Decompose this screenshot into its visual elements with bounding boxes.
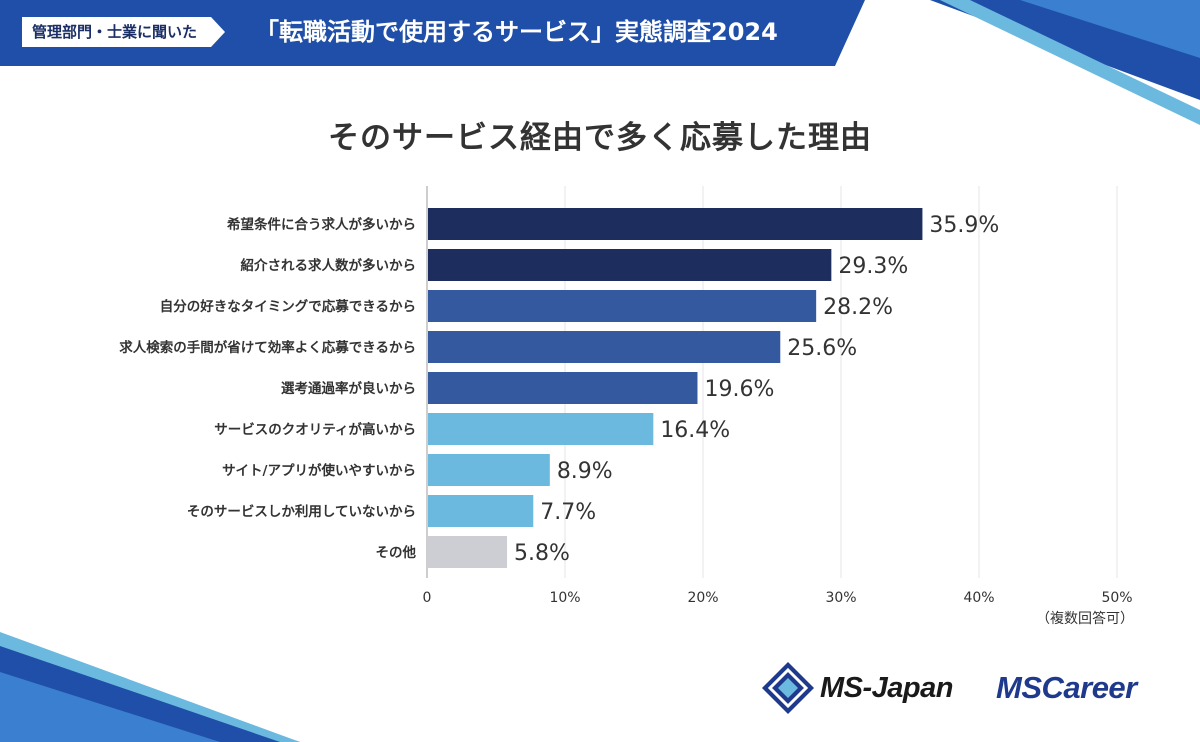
mscareer-logo: MSCareer (996, 670, 1137, 705)
value-label: 8.9% (557, 459, 613, 484)
bar (428, 454, 550, 486)
x-tick-label: 50% (1101, 590, 1132, 606)
x-tick-label: 20% (687, 590, 718, 606)
category-label: サービスのクオリティが高いから (214, 421, 416, 438)
header-title: 「転職活動で使用するサービス」実態調査2024 (255, 18, 778, 46)
category-label: その他 (376, 544, 417, 561)
decorative-stripes-bottom-left (0, 632, 300, 742)
chart-title: そのサービス経由で多く応募した理由 (328, 120, 872, 156)
category-label: サイト/アプリが使いやすいから (222, 462, 416, 479)
value-label: 16.4% (660, 418, 730, 443)
header-band (0, 0, 865, 66)
bar (428, 413, 654, 445)
category-label: 自分の好きなタイミングで応募できるから (160, 298, 416, 315)
value-label: 5.8% (514, 541, 570, 566)
value-label: 29.3% (838, 254, 908, 279)
bar (428, 290, 817, 322)
category-label: そのサービスしか利用していないから (187, 503, 416, 520)
value-label: 25.6% (787, 336, 857, 361)
category-label: 希望条件に合う求人が多いから (227, 216, 416, 233)
msjapan-logo: MS-Japan (760, 658, 953, 718)
x-tick-label: 10% (549, 590, 580, 606)
bar (428, 372, 698, 404)
decorative-stripes-top-right (930, 0, 1200, 125)
x-tick-label: 40% (963, 590, 994, 606)
msjapan-diamond-icon (762, 662, 814, 714)
bar (428, 536, 508, 568)
bar (428, 249, 832, 281)
bar (428, 495, 534, 527)
value-label: 35.9% (929, 213, 999, 238)
multiple-answer-note: （複数回答可） (1036, 611, 1134, 627)
category-label: 選考通過率が良いから (281, 380, 416, 397)
bar (428, 208, 923, 240)
value-label: 19.6% (704, 377, 774, 402)
header-tag: 管理部門・士業に聞いた (22, 17, 225, 47)
msjapan-logo-text: MS-Japan (820, 671, 953, 704)
x-tick-label: 30% (825, 590, 856, 606)
category-label: 求人検索の手間が省けて効率よく応募できるから (119, 339, 416, 356)
value-label: 28.2% (823, 295, 893, 320)
value-label: 7.7% (540, 500, 596, 525)
category-label: 紹介される求人数が多いから (241, 257, 417, 274)
bar (428, 331, 781, 363)
x-tick-label: 0 (423, 590, 432, 606)
